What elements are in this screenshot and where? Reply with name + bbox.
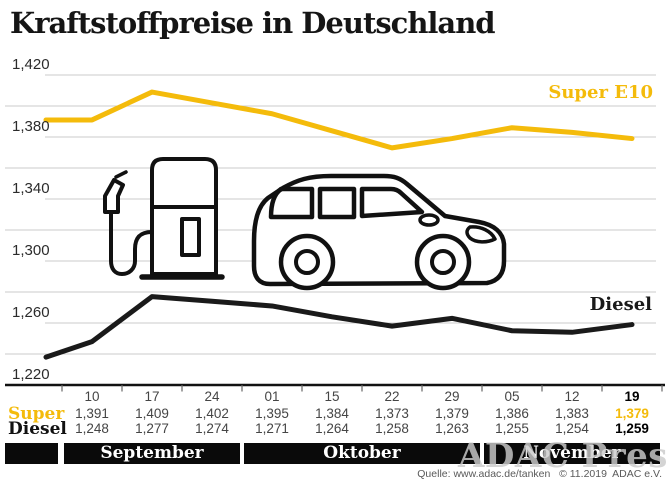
super-value-cell: 1,384 [315, 406, 349, 421]
diesel-value-cell: 1,248 [75, 421, 109, 436]
table-corner-band [5, 443, 58, 464]
super-value-cell: 1,402 [195, 406, 229, 421]
row-label-diesel: Diesel [8, 419, 67, 439]
super-value-cell: 1,409 [135, 406, 169, 421]
y-axis-label: 1,380 [12, 118, 50, 135]
y-axis-label: 1,340 [12, 180, 50, 197]
super-value-cell: 1,386 [495, 406, 529, 421]
fuel-pump-icon [103, 157, 225, 280]
y-axis-label: 1,260 [12, 304, 50, 321]
data-lines-group [43, 89, 635, 360]
date-cell: 10 [84, 389, 100, 404]
diesel-value-cell: 1,254 [555, 421, 589, 436]
super-value-cell: 1,391 [75, 406, 109, 421]
date-cell: 19 [624, 389, 640, 404]
date-cell: 22 [384, 389, 400, 404]
diesel-value-cell: 1,258 [375, 421, 409, 436]
super-value-cell: 1,395 [255, 406, 289, 421]
diesel-value-cell: 1,263 [435, 421, 469, 436]
diesel-value-cell: 1,271 [255, 421, 289, 436]
month-band-september: September [64, 443, 240, 464]
source-note: Quelle: www.adac.de/tanken © 11.2019 ADA… [417, 468, 662, 480]
date-cell: 17 [144, 389, 160, 404]
series-label-diesel: Diesel [589, 294, 652, 315]
y-axis-label: 1,300 [12, 242, 50, 259]
date-cell: 05 [504, 389, 520, 404]
super-value-cell: 1,373 [375, 406, 409, 421]
month-band-oktober: Oktober [244, 443, 480, 464]
date-cell: 01 [264, 389, 280, 404]
series-label-super-e10: Super E10 [548, 82, 653, 103]
date-cell: 24 [204, 389, 220, 404]
date-cell: 12 [564, 389, 580, 404]
diesel-value-cell: 1,274 [195, 421, 229, 436]
diesel-row: 1,248 1,277 1,274 1,271 1,264 1,258 1,263 1,255… [0, 421, 668, 437]
month-band-november: November [484, 443, 660, 464]
date-row: 10 17 24 01 15 22 29 05 12 19 [0, 389, 668, 405]
date-cell: 15 [324, 389, 340, 404]
diesel-value-cell: 1,277 [135, 421, 169, 436]
super-row: 1,391 1,409 1,402 1,395 1,384 1,373 1,379 1,386… [0, 406, 668, 422]
diesel-value-cell: 1,259 [615, 421, 649, 436]
date-cell: 29 [444, 389, 460, 404]
diesel-value-cell: 1,255 [495, 421, 529, 436]
car-icon [251, 173, 507, 291]
y-axis-label: 1,420 [12, 56, 50, 73]
super-value-cell: 1,379 [435, 406, 469, 421]
row-label-super: Super [8, 404, 65, 424]
line-diesel [43, 294, 635, 360]
super-value-cell: 1,383 [555, 406, 589, 421]
y-axis-label: 1,220 [12, 366, 50, 383]
page-title: Kraftstoffpreise in Deutschland [10, 6, 496, 40]
axis-group [5, 383, 665, 392]
diesel-value-cell: 1,264 [315, 421, 349, 436]
line-super-e10 [43, 89, 635, 151]
super-value-cell: 1,379 [615, 406, 649, 421]
